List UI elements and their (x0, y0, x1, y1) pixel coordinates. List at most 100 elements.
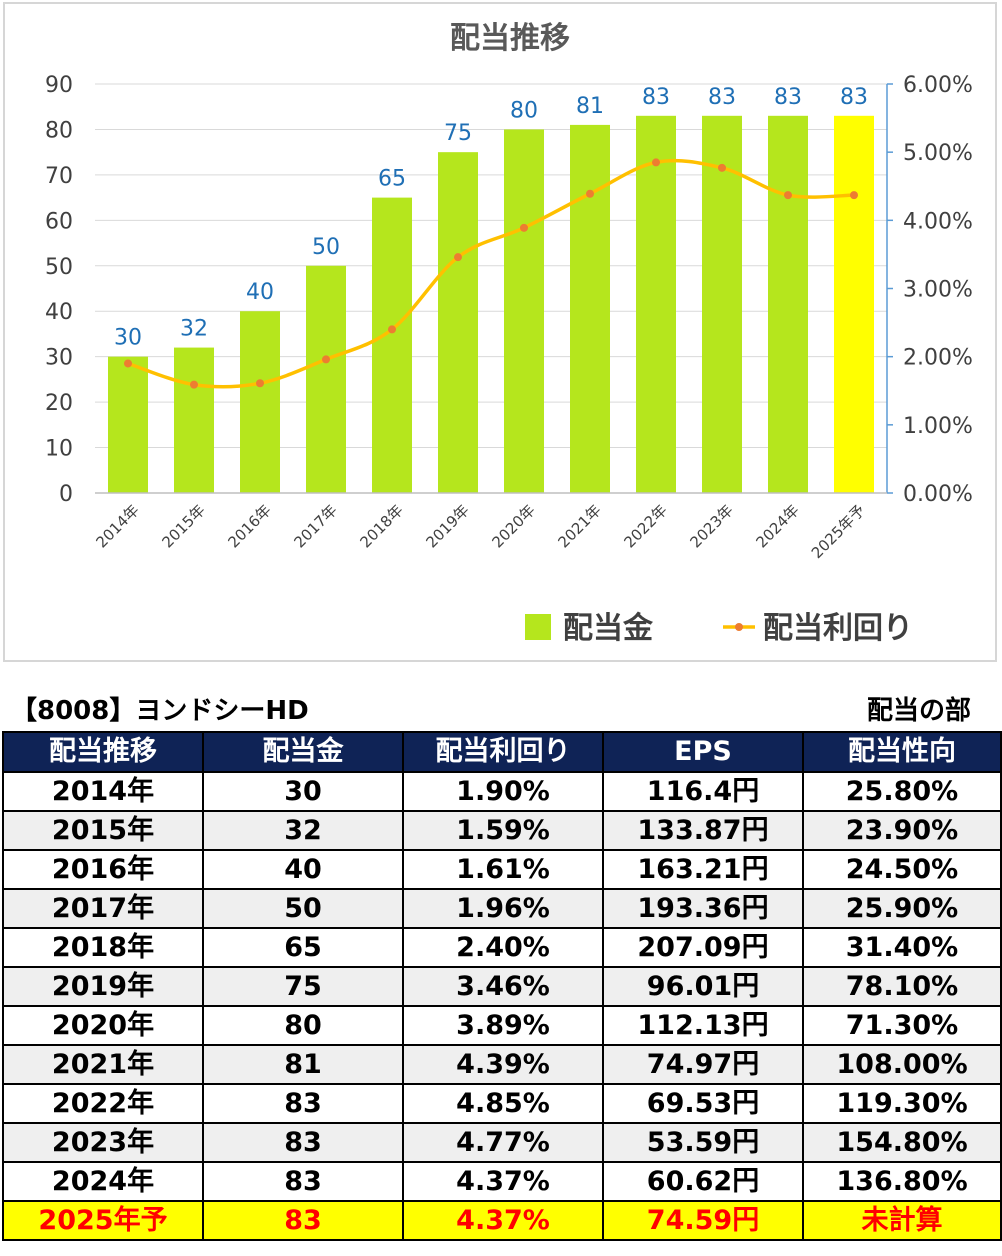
table-cell: 2022年 (2, 1083, 204, 1124)
table-cell: 193.36円 (602, 888, 804, 929)
table-cell: 2021年 (2, 1044, 204, 1085)
bar-2018年 (372, 197, 412, 493)
table-cell: 25.90% (802, 888, 1002, 929)
yield-point-2022年 (652, 158, 660, 167)
x-tick-label: 2015年 (158, 501, 208, 551)
table-cell: 80 (202, 1005, 404, 1046)
legend-label-bar: 配当金 (563, 611, 654, 646)
table-cell: 119.30% (802, 1083, 1002, 1124)
table-cell: 154.80% (802, 1122, 1002, 1163)
table-cell: 4.37% (402, 1161, 604, 1202)
yield-point-2021年 (586, 189, 594, 198)
x-tick-label: 2016年 (224, 501, 274, 551)
table-cell: 163.21円 (602, 849, 804, 890)
table-cell: 83 (202, 1161, 404, 1202)
y-left-tick-label: 20 (45, 391, 73, 416)
table-row: 2022年 83 4.85% 69.53円 119.30% (2, 1083, 1002, 1124)
y-left-tick-label: 90 (45, 73, 73, 98)
table-cell: 78.10% (802, 966, 1002, 1007)
table-cell: 74.97円 (602, 1044, 804, 1085)
data-label: 81 (576, 94, 604, 119)
table-cell: 25.80% (802, 771, 1002, 812)
table-cell: 2.40% (402, 927, 604, 968)
bar-2021年 (570, 124, 610, 494)
data-label: 40 (246, 280, 274, 305)
y-right-tick-label: 5.00% (903, 141, 973, 166)
bar-2020年 (504, 129, 544, 493)
bar-2025年予 (834, 115, 874, 494)
table-cell: 136.80% (802, 1161, 1002, 1202)
yield-point-2018年 (388, 325, 396, 334)
table-cell: 31.40% (802, 927, 1002, 968)
x-tick-label: 2017年 (290, 501, 340, 551)
table-header: 【8008】ヨンドシーHD 配当の部 (5, 690, 997, 726)
table-row: 2017年 50 1.96% 193.36円 25.90% (2, 888, 1002, 929)
yield-point-2019年 (454, 253, 462, 262)
table-cell: 60.62円 (602, 1161, 804, 1202)
table-cell: 65 (202, 927, 404, 968)
y-left-tick-label: 70 (45, 164, 73, 189)
table-cell: 53.59円 (602, 1122, 804, 1163)
table-cell: 1.96% (402, 888, 604, 929)
table-row: 2014年 30 1.90% 116.4円 25.80% (2, 771, 1002, 812)
x-tick-label: 2025年予 (808, 501, 869, 562)
chart-container: 配当推移 30 32 40 50 65 75 80 81 83 83 83 83 0 10 20 30 40 5… (3, 2, 997, 662)
table-cell: 未計算 (802, 1200, 1002, 1241)
table-cell: 4.77% (402, 1122, 604, 1163)
yield-point-2025年予 (850, 191, 858, 200)
table-cell: 108.00% (802, 1044, 1002, 1085)
x-tick-label: 2020年 (488, 501, 538, 551)
yield-point-2017年 (322, 355, 330, 364)
data-label: 50 (312, 235, 340, 260)
table-row: 2015年 32 1.59% 133.87円 23.90% (2, 810, 1002, 851)
y-right-tick-label: 3.00% (903, 278, 973, 303)
table-cell: 83 (202, 1083, 404, 1124)
data-label: 75 (444, 121, 472, 146)
table-cell: 74.59円 (602, 1200, 804, 1241)
data-label: 83 (642, 85, 670, 110)
chart-title: 配当推移 (450, 21, 570, 56)
table-cell: 1.90% (402, 771, 604, 812)
x-tick-label: 2018年 (356, 501, 406, 551)
table-cell: 69.53円 (602, 1083, 804, 1124)
dividend-table: 配当推移 配当金 配当利回り EPS 配当性向 2014年 30 1.90% 116.4円 25… (2, 731, 1002, 1241)
data-label: 83 (774, 85, 802, 110)
y-left-tick-label: 10 (45, 437, 73, 462)
bar-2014年 (108, 356, 148, 493)
column-header: EPS (602, 731, 804, 773)
table-cell: 81 (202, 1044, 404, 1085)
x-tick-label: 2024年 (752, 501, 802, 551)
table-cell: 2020年 (2, 1005, 204, 1046)
yield-point-2015年 (190, 380, 198, 389)
table-cell: 133.87円 (602, 810, 804, 851)
table-row: 2016年 40 1.61% 163.21円 24.50% (2, 849, 1002, 890)
yield-point-2020年 (520, 223, 528, 232)
column-header: 配当金 (202, 731, 404, 773)
table-title: 【8008】ヨンドシーHD (11, 696, 309, 726)
y-right-tick-label: 4.00% (903, 209, 973, 234)
table-cell: 2025年予 (2, 1200, 204, 1241)
legend-label-line: 配当利回り (763, 611, 913, 646)
table-cell: 24.50% (802, 849, 1002, 890)
legend-swatch-bar (525, 614, 551, 640)
y-right-tick-label: 1.00% (903, 414, 973, 439)
table-cell: 2017年 (2, 888, 204, 929)
table-cell: 83 (202, 1200, 404, 1241)
y-right-tick-label: 2.00% (903, 346, 973, 371)
x-tick-label: 2014年 (92, 501, 142, 551)
table-cell: 2023年 (2, 1122, 204, 1163)
legend-marker-line (735, 623, 743, 631)
yield-point-2024年 (784, 191, 792, 200)
bar-2017年 (306, 265, 346, 493)
table-cell: 50 (202, 888, 404, 929)
y-left-tick-label: 40 (45, 300, 73, 325)
bar-2023年 (702, 115, 742, 494)
x-tick-label: 2023年 (686, 501, 736, 551)
yield-point-2023年 (718, 163, 726, 172)
dividend-chart: 配当推移 30 32 40 50 65 75 80 81 83 83 83 83 0 10 20 30 40 5… (45, 21, 973, 646)
yield-point-2016年 (256, 379, 264, 388)
table-row: 2018年 65 2.40% 207.09円 31.40% (2, 927, 1002, 968)
y-left-tick-label: 80 (45, 118, 73, 143)
table-cell: 112.13円 (602, 1005, 804, 1046)
column-header: 配当利回り (402, 731, 604, 773)
